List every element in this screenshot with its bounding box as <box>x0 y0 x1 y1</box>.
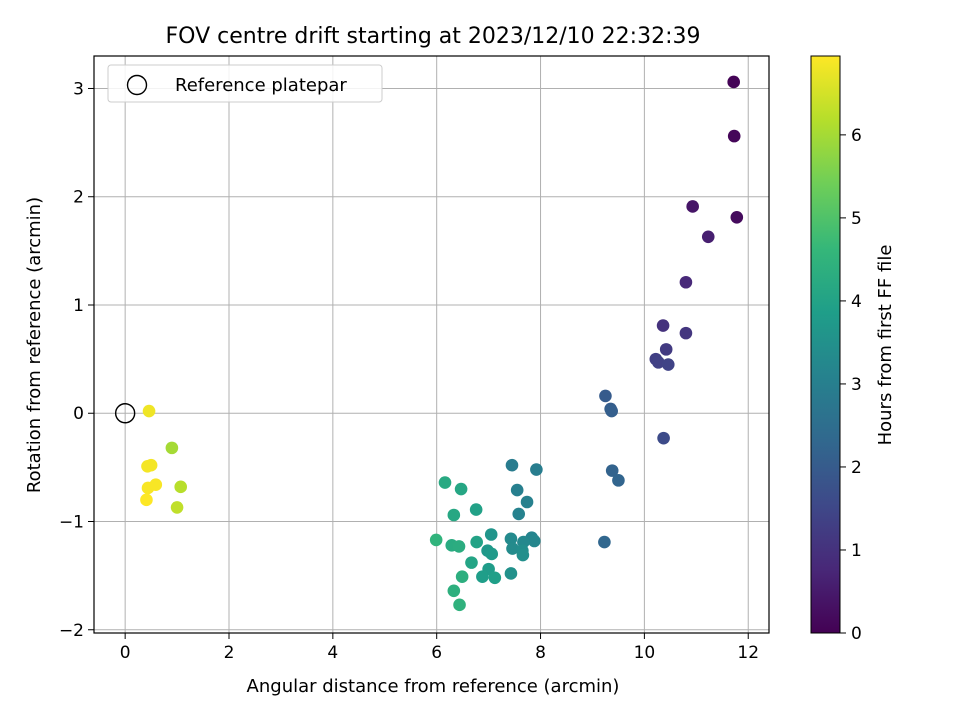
reference-marker-layer <box>114 403 136 424</box>
data-point <box>144 458 158 472</box>
data-point <box>447 584 461 598</box>
data-point <box>140 493 153 507</box>
data-point <box>656 319 670 332</box>
data-point <box>488 571 502 585</box>
legend-reference-marker <box>126 74 148 96</box>
data-point <box>661 358 675 371</box>
colorbar-tick-label: 3 <box>851 375 862 395</box>
colorbar-label: Hours from first FF file <box>875 245 896 446</box>
data-point <box>530 463 543 476</box>
legend-entry-reference-platepar: Reference platepar <box>175 75 347 96</box>
data-point <box>469 503 483 516</box>
y-tick-label: 2 <box>73 188 84 208</box>
data-point <box>727 75 740 89</box>
x-tick-label: 4 <box>327 643 338 663</box>
data-point <box>504 567 518 580</box>
data-point <box>679 326 693 340</box>
data-point <box>504 532 518 546</box>
data-point <box>652 356 665 369</box>
data-point <box>605 404 618 418</box>
data-point <box>454 482 468 496</box>
data-point <box>165 441 179 455</box>
data-point <box>174 480 188 494</box>
data-point <box>447 508 461 522</box>
data-point <box>429 533 443 547</box>
data-point <box>506 542 519 555</box>
x-tick-label: 10 <box>634 643 656 663</box>
y-tick-label: −1 <box>59 512 84 532</box>
data-point <box>470 535 483 549</box>
y-axis-ticks: −2 −1 0 1 2 3 <box>59 79 94 641</box>
legend-box <box>107 64 383 103</box>
reference-platepar-marker <box>114 403 136 424</box>
data-point <box>727 129 741 143</box>
y-tick-label: 1 <box>73 296 84 316</box>
y-tick-label: 0 <box>73 404 84 424</box>
data-point <box>485 547 499 561</box>
data-point <box>438 476 452 489</box>
data-point <box>599 389 612 403</box>
colorbar-tick-label: 1 <box>851 541 862 561</box>
data-point <box>170 501 184 514</box>
data-point <box>453 598 466 612</box>
x-tick-label: 0 <box>120 643 131 663</box>
data-point <box>516 548 530 562</box>
data-point <box>686 200 699 213</box>
x-axis-label: Angular distance from reference (arcmin) <box>247 676 620 697</box>
y-tick-label: 3 <box>73 79 84 99</box>
data-point <box>452 540 466 553</box>
colorbar-tick-label: 5 <box>851 209 862 229</box>
data-point <box>484 528 498 541</box>
colorbar <box>810 55 841 634</box>
data-point <box>465 556 478 569</box>
colorbar-tick-label: 0 <box>851 624 862 644</box>
data-point <box>598 535 611 549</box>
colorbar-ticks: 0 1 2 3 4 5 6 <box>840 126 862 644</box>
colorbar-tick-label: 2 <box>851 458 862 478</box>
data-point <box>510 483 524 497</box>
data-point <box>730 211 744 224</box>
data-point <box>520 495 534 509</box>
data-points <box>140 75 744 612</box>
data-point <box>505 458 519 472</box>
data-point <box>679 275 693 289</box>
y-axis-label: Rotation from reference (arcmin) <box>24 197 45 493</box>
x-tick-label: 12 <box>737 643 759 663</box>
colorbar-tick-label: 4 <box>851 292 862 312</box>
data-point <box>149 478 163 491</box>
data-point <box>142 404 156 418</box>
colorbar-tick-label: 6 <box>851 126 862 146</box>
y-tick-label: −2 <box>59 621 84 641</box>
data-point <box>455 570 469 584</box>
data-point <box>605 464 619 477</box>
data-point <box>657 431 670 445</box>
chart-title: FOV centre drift starting at 2023/12/10 … <box>166 24 701 49</box>
grid-lines <box>94 56 769 633</box>
plot-area-frame <box>93 55 770 634</box>
data-point <box>701 230 715 244</box>
data-point <box>476 570 489 584</box>
x-axis-ticks: 0 2 4 6 8 10 12 <box>120 633 759 663</box>
legend: Reference platepar <box>107 64 383 103</box>
data-point <box>659 343 673 356</box>
data-point <box>528 534 541 548</box>
data-point <box>612 474 625 487</box>
x-tick-label: 2 <box>224 643 235 663</box>
x-tick-label: 6 <box>431 643 442 663</box>
data-point <box>512 507 526 521</box>
x-tick-label: 8 <box>535 643 546 663</box>
